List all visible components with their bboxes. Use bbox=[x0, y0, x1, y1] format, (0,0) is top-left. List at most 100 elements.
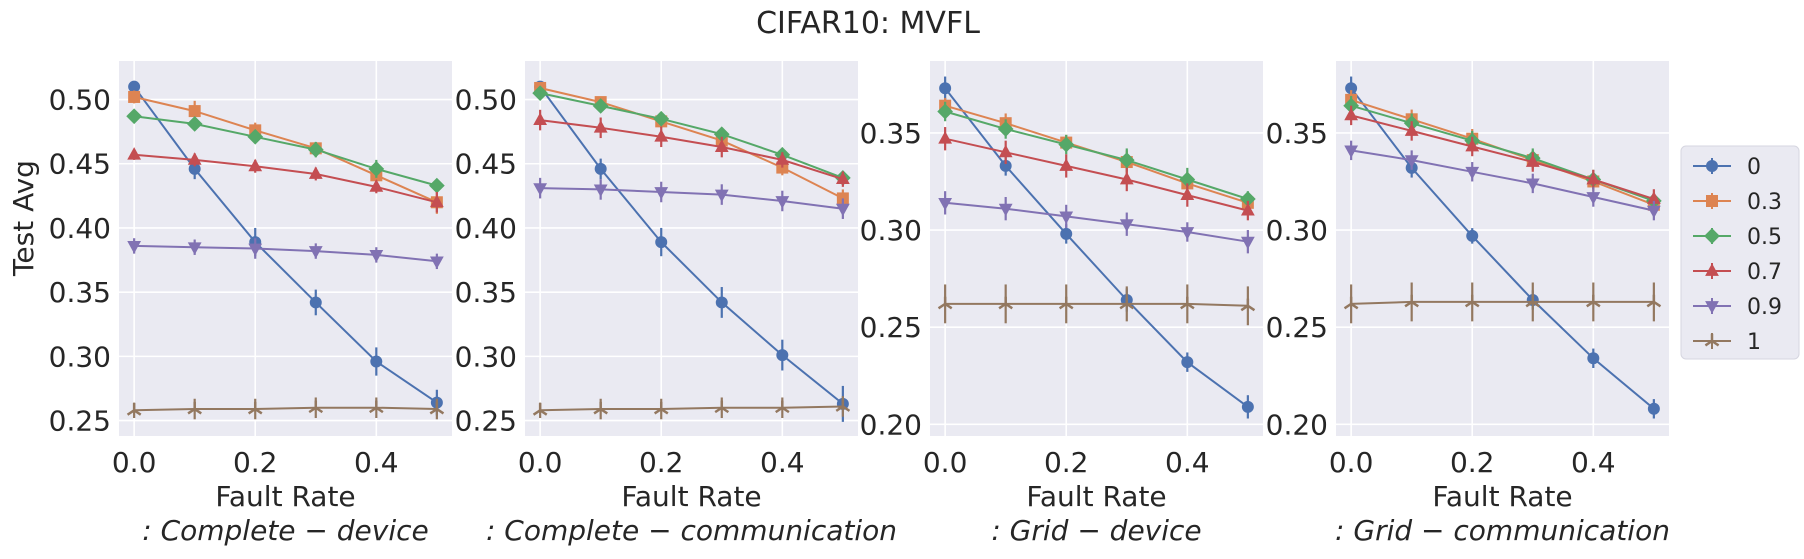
data-point bbox=[1586, 192, 1601, 205]
series-0-9 bbox=[938, 191, 1255, 254]
series-line bbox=[134, 406, 437, 412]
series-1 bbox=[937, 284, 1256, 326]
data-point bbox=[653, 401, 669, 415]
series-0 bbox=[939, 76, 1254, 419]
data-point bbox=[429, 401, 445, 415]
data-point bbox=[1058, 136, 1075, 153]
series-1 bbox=[532, 396, 851, 420]
series-line bbox=[539, 87, 844, 200]
data-point bbox=[835, 203, 850, 217]
series-line bbox=[134, 153, 438, 204]
data-point bbox=[594, 162, 607, 175]
data-point bbox=[938, 131, 953, 144]
data-point bbox=[997, 121, 1014, 137]
data-point bbox=[1118, 152, 1135, 168]
data-point bbox=[835, 399, 851, 412]
figure-suptitle: CIFAR10: MVFL bbox=[756, 6, 980, 41]
series-line bbox=[1350, 149, 1655, 212]
data-point bbox=[128, 80, 141, 93]
y-axis-label: Test Avg bbox=[7, 160, 40, 277]
data-point bbox=[1587, 352, 1600, 365]
data-point bbox=[308, 246, 323, 259]
data-point bbox=[429, 256, 444, 269]
data-point bbox=[370, 355, 383, 368]
data-point bbox=[532, 403, 548, 416]
legend-entry: 0.3 bbox=[1693, 190, 1782, 215]
data-point bbox=[369, 400, 384, 414]
x-tick-label: 0.0 bbox=[112, 446, 157, 479]
data-point bbox=[128, 90, 141, 103]
legend-label: 1 bbox=[1747, 330, 1761, 355]
y-tick-label: 0.20 bbox=[1266, 408, 1328, 441]
data-point bbox=[1119, 171, 1134, 185]
data-point bbox=[775, 196, 790, 209]
series-line bbox=[1350, 114, 1655, 200]
data-point bbox=[998, 296, 1013, 310]
series-0-7 bbox=[1344, 105, 1661, 209]
y-tick-label: 0.30 bbox=[49, 340, 111, 373]
legend-marker bbox=[1705, 263, 1719, 276]
data-point bbox=[247, 128, 264, 145]
x-axis-label: Fault Rate bbox=[1026, 480, 1166, 513]
data-point bbox=[1241, 400, 1254, 413]
y-tick-label: 0.50 bbox=[455, 84, 517, 117]
series-0-7 bbox=[127, 147, 444, 213]
data-point bbox=[1059, 158, 1074, 171]
series-1 bbox=[126, 397, 445, 420]
data-point bbox=[247, 401, 263, 415]
series-0-5 bbox=[126, 108, 445, 194]
plot-area bbox=[119, 61, 452, 436]
data-point bbox=[186, 116, 203, 132]
x-tick-label: 0.2 bbox=[1044, 446, 1089, 479]
data-point bbox=[998, 203, 1013, 217]
data-point bbox=[655, 236, 668, 249]
data-point bbox=[1344, 145, 1359, 159]
legend-label: 0.3 bbox=[1747, 190, 1782, 215]
data-point bbox=[715, 296, 728, 309]
data-point bbox=[592, 98, 609, 114]
data-point bbox=[248, 158, 263, 172]
data-point bbox=[1646, 205, 1661, 219]
data-point bbox=[1525, 178, 1540, 192]
data-point bbox=[938, 197, 953, 211]
data-point bbox=[653, 110, 670, 127]
data-point bbox=[1180, 296, 1195, 310]
series-0-7 bbox=[533, 109, 850, 187]
data-point bbox=[1180, 227, 1195, 240]
legend-entry: 0.9 bbox=[1693, 295, 1782, 320]
data-point bbox=[1465, 166, 1480, 180]
data-point bbox=[1240, 236, 1255, 250]
series-line bbox=[945, 302, 1248, 307]
series-line bbox=[539, 92, 844, 179]
series-0-9 bbox=[127, 238, 444, 270]
data-point bbox=[126, 403, 142, 416]
series-line bbox=[944, 87, 1249, 408]
data-point bbox=[309, 296, 322, 309]
series-0-9 bbox=[533, 177, 850, 219]
data-point bbox=[1240, 298, 1256, 312]
data-point bbox=[187, 401, 202, 415]
y-tick-label: 0.45 bbox=[49, 148, 111, 181]
plot-area bbox=[525, 61, 858, 436]
data-point bbox=[308, 166, 323, 179]
data-point bbox=[127, 147, 142, 160]
legend-marker bbox=[1705, 301, 1719, 314]
plot-area bbox=[1336, 61, 1669, 436]
legend-box bbox=[1680, 145, 1800, 360]
x-tick-label: 0.0 bbox=[518, 446, 563, 479]
legend-label: 0 bbox=[1747, 155, 1761, 180]
y-tick-label: 0.35 bbox=[49, 276, 111, 309]
x-tick-label: 0.4 bbox=[354, 446, 399, 479]
series-line bbox=[133, 86, 438, 404]
data-point bbox=[714, 400, 730, 414]
data-point bbox=[1404, 155, 1419, 168]
data-point bbox=[998, 144, 1013, 158]
data-point bbox=[1525, 154, 1540, 167]
series-line bbox=[540, 405, 843, 412]
data-point bbox=[127, 241, 142, 254]
x-axis-label: Fault Rate bbox=[215, 480, 355, 513]
series-line bbox=[944, 137, 1249, 212]
data-point bbox=[593, 184, 608, 198]
